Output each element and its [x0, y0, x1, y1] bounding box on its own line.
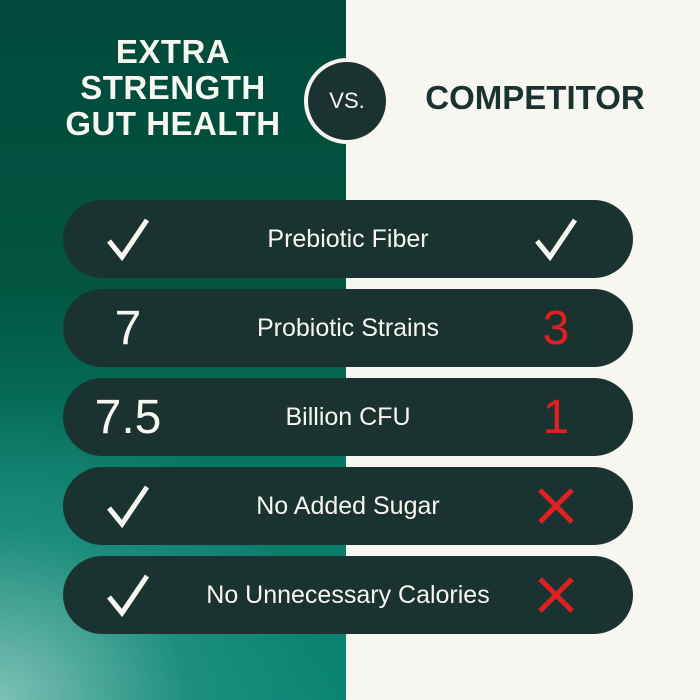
competitor-value: 3	[542, 301, 570, 355]
feature-label: No Unnecessary Calories	[206, 580, 490, 609]
check-icon	[73, 467, 183, 545]
comparison-row: Prebiotic Fiber	[63, 200, 633, 278]
feature-label: Prebiotic Fiber	[267, 224, 429, 253]
comparison-row: 7.5 Billion CFU 1	[63, 378, 633, 456]
competitor-value: 1	[542, 390, 570, 444]
feature-label: Billion CFU	[285, 402, 411, 431]
cross-icon	[503, 467, 609, 545]
feature-label: Probiotic Strains	[256, 313, 440, 342]
comparison-row: No Added Sugar	[63, 467, 633, 545]
competitor-title: COMPETITOR	[425, 79, 645, 116]
check-icon	[73, 556, 183, 634]
vs-label: VS.	[329, 88, 365, 113]
check-icon	[73, 200, 183, 278]
cross-icon	[503, 556, 609, 634]
check-icon	[503, 200, 609, 278]
product-title: EXTRA STRENGTH GUT HEALTH	[0, 34, 346, 142]
vs-badge: VS.	[304, 58, 390, 144]
comparison-row: 7 Probiotic Strains 3	[63, 289, 633, 367]
product-title-line: EXTRA	[115, 33, 231, 70]
ours-value: 7	[114, 301, 142, 355]
product-title-line: GUT HEALTH	[65, 105, 281, 142]
product-title-line: STRENGTH	[80, 69, 266, 106]
feature-label: No Added Sugar	[256, 491, 440, 520]
comparison-row: No Unnecessary Calories	[63, 556, 633, 634]
ours-value: 7.5	[94, 390, 162, 444]
